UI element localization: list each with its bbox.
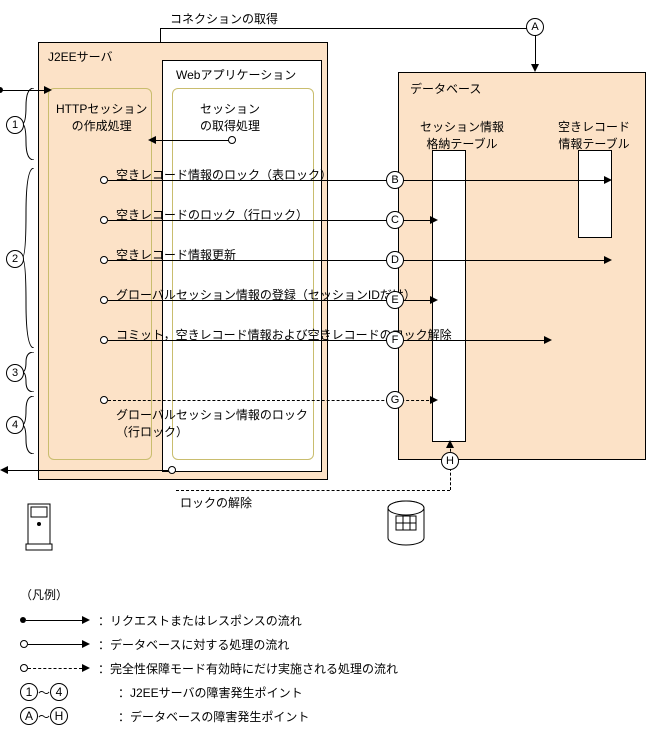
- legend-dashed-row: ：完全性保障モード有効時にだけ実施される処理の流れ: [20, 659, 640, 677]
- brace-4: [22, 396, 36, 454]
- legend-title: （凡例）: [20, 586, 640, 603]
- legend-req-symbol: [20, 611, 90, 629]
- session-proc-box: [172, 88, 314, 460]
- legend: （凡例） ：リクエストまたはレスポンスの流れ ：データベースに対する処理の流れ …: [20, 586, 640, 731]
- legend-req-row: ：リクエストまたはレスポンスの流れ: [20, 611, 640, 629]
- webapp-title: Webアプリケーション: [176, 66, 296, 83]
- flow-d-origin: [100, 256, 108, 264]
- flow-c-label: 空きレコードのロック（行ロック）: [116, 206, 308, 223]
- sess-to-http-line: [152, 140, 232, 141]
- marker-H: H: [441, 452, 459, 470]
- req-in-arrow: [44, 86, 52, 94]
- marker-1: 1: [6, 116, 24, 134]
- sess-to-http-arrow: [148, 136, 156, 144]
- legend-db-row: ：データベースに対する処理の流れ: [20, 635, 640, 653]
- marker-4: 4: [6, 416, 24, 434]
- marker-2: 2: [6, 250, 24, 268]
- marker-3: 3: [6, 364, 24, 382]
- resp-arrow: [0, 466, 8, 474]
- legend-alpha-text: ：データベースの障害発生ポイント: [118, 708, 309, 725]
- legend-alpha-row: A ～ H ：データベースの障害発生ポイント: [20, 707, 640, 725]
- legend-dashed-symbol: [20, 659, 90, 677]
- legend-req-text: ：リクエストまたはレスポンスの流れ: [98, 612, 302, 629]
- sess-to-http-origin: [228, 136, 236, 144]
- legend-dashed-text: ：完全性保障モード有効時にだけ実施される処理の流れ: [98, 660, 398, 677]
- flow-g-origin: [100, 396, 108, 404]
- server-icon: [24, 500, 54, 560]
- http-session-label: HTTPセッション の作成処理: [56, 100, 147, 134]
- brace-2: [22, 168, 36, 348]
- flow-b-origin: [100, 176, 108, 184]
- marker-F: F: [386, 331, 404, 349]
- flow-b-arrow: [604, 176, 612, 184]
- marker-D: D: [386, 251, 404, 269]
- resp-origin: [168, 466, 176, 474]
- release-line-h: [176, 490, 450, 491]
- conn-arrow: [531, 64, 539, 72]
- legend-alpha-symbol: A ～ H: [20, 707, 110, 725]
- flow-d-arrow: [604, 256, 612, 264]
- release-label: ロックの解除: [180, 494, 252, 511]
- flow-c-arrow: [430, 216, 438, 224]
- flow-g-label: グローバルセッション情報のロック （行ロック）: [116, 406, 308, 440]
- database-title: データベース: [410, 80, 481, 97]
- session-table-label: セッション情報 格納テーブル: [420, 118, 504, 152]
- empty-table-box: [578, 150, 612, 238]
- flow-b-label: 空きレコード情報のロック（表ロック）: [116, 166, 332, 183]
- release-arrow: [446, 440, 454, 448]
- marker-B: B: [386, 171, 404, 189]
- legend-db-symbol: [20, 635, 90, 653]
- conn-line-h: [160, 28, 535, 29]
- flow-e-origin: [100, 296, 108, 304]
- http-session-box: [48, 88, 152, 460]
- brace-3: [22, 352, 36, 392]
- flow-d-label: 空きレコード情報更新: [116, 246, 236, 263]
- marker-C: C: [386, 211, 404, 229]
- empty-table-label: 空きレコード 情報テーブル: [558, 118, 630, 152]
- flow-e-label: グローバルセッション情報の登録（セッションIDだけ）: [116, 286, 416, 303]
- resp-line: [8, 470, 168, 471]
- database-icon: [386, 500, 426, 550]
- flow-e-arrow: [430, 296, 438, 304]
- legend-num-symbol: 1 ～ 4: [20, 683, 110, 701]
- brace-1: [22, 88, 36, 160]
- top-connection-label: コネクションの取得: [170, 10, 278, 27]
- legend-num-text: ：J2EEサーバの障害発生ポイント: [118, 684, 303, 701]
- flow-g-arrow: [430, 396, 438, 404]
- flow-c-origin: [100, 216, 108, 224]
- session-proc-label: セッション の取得処理: [200, 100, 260, 134]
- flow-f-origin: [100, 336, 108, 344]
- req-in-dot: [0, 87, 3, 93]
- legend-num-row: 1 ～ 4 ：J2EEサーバの障害発生ポイント: [20, 683, 640, 701]
- legend-db-text: ：データベースに対する処理の流れ: [98, 636, 289, 653]
- flow-f-arrow: [544, 336, 552, 344]
- marker-A: A: [526, 18, 544, 36]
- marker-G: G: [386, 391, 404, 409]
- marker-E: E: [386, 291, 404, 309]
- j2ee-title: J2EEサーバ: [48, 48, 113, 65]
